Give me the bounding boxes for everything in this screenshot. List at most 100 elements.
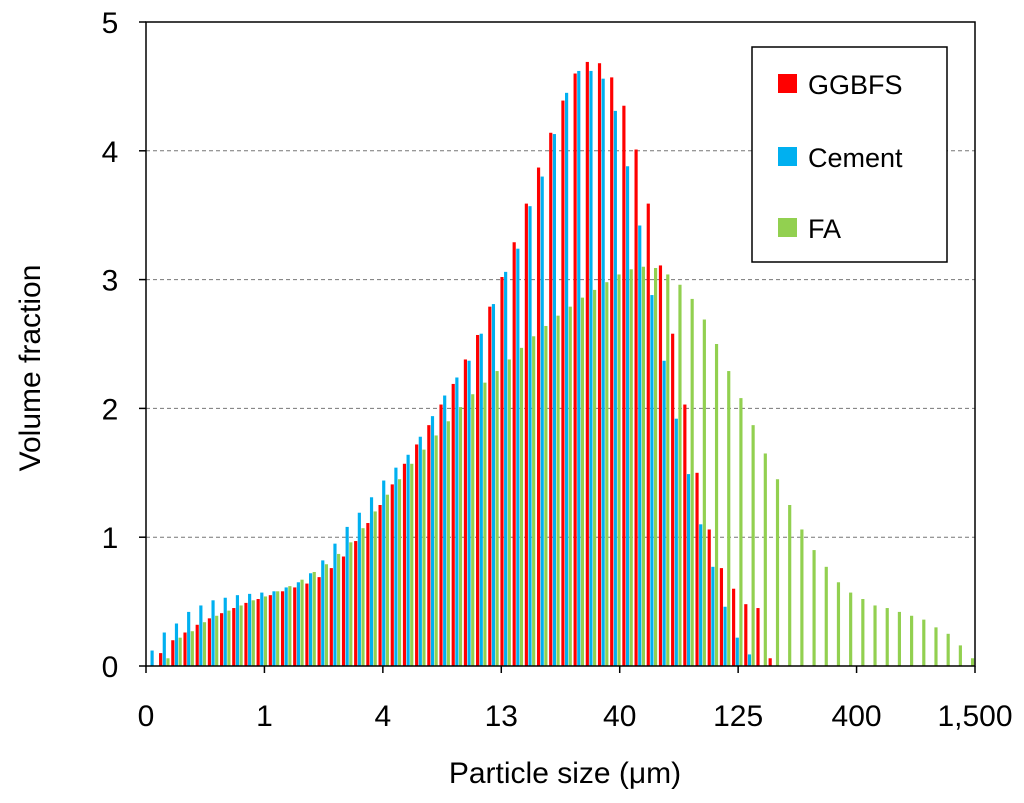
bar-ggbfs-1	[159, 653, 163, 666]
bar-fa-2	[178, 637, 182, 666]
bar-ggbfs-36	[585, 61, 589, 667]
bar-cement-6	[223, 597, 227, 666]
bar-cement-0	[150, 650, 154, 666]
y-tick-label: 0	[102, 651, 119, 684]
bar-ggbfs-41	[646, 203, 650, 667]
bar-cement-8	[248, 593, 252, 666]
bar-fa-33	[556, 315, 560, 666]
bar-ggbfs-37	[597, 63, 602, 667]
bar-cement-9	[260, 592, 264, 666]
bar-ggbfs-16	[341, 556, 346, 666]
bar-cement-34	[565, 92, 569, 667]
bar-fa-22	[422, 449, 426, 666]
bar-cement-41	[650, 295, 654, 666]
bar-cement-26	[467, 360, 471, 666]
bar-cement-27	[479, 333, 483, 666]
bar-fa-15	[337, 553, 341, 666]
y-tick-label: 2	[102, 393, 119, 426]
legend-swatch-fa	[778, 218, 797, 237]
bar-cement-14	[321, 560, 325, 666]
legend-label-ggbfs: GGBFS	[808, 70, 903, 100]
bar-fa-55	[824, 566, 828, 666]
bar-fa-17	[361, 528, 365, 666]
bar-fa-49	[751, 425, 755, 666]
bar-ggbfs-44	[683, 404, 687, 666]
bar-fa-38	[617, 274, 621, 666]
bar-cement-36	[589, 70, 593, 666]
bar-cement-16	[345, 526, 349, 666]
bar-cement-19	[382, 480, 386, 666]
bar-fa-42	[666, 274, 670, 666]
bar-fa-58	[861, 599, 865, 666]
bar-ggbfs-29	[500, 277, 504, 666]
bar-ggbfs-35	[573, 73, 577, 666]
bar-fa-3	[190, 631, 194, 666]
x-tick-label: 125	[713, 700, 763, 733]
bar-fa-61	[897, 611, 901, 666]
bar-fa-19	[385, 494, 389, 666]
bar-ggbfs-17	[354, 541, 358, 666]
x-tick-label: 1	[256, 700, 273, 733]
bar-cement-38	[613, 110, 617, 667]
bar-ggbfs-22	[415, 444, 419, 666]
bar-cement-47	[723, 606, 727, 666]
bar-fa-1	[166, 658, 170, 666]
bar-fa-53	[800, 529, 804, 666]
bar-cement-33	[552, 134, 556, 666]
y-axis-label: Volume fraction	[14, 265, 47, 472]
bar-ggbfs-42	[658, 265, 663, 666]
bar-fa-34	[568, 306, 572, 666]
x-tick-label: 400	[832, 700, 882, 733]
y-tick-label: 1	[102, 522, 119, 555]
bar-fa-9	[263, 596, 268, 666]
bar-fa-23	[434, 435, 438, 666]
bar-cement-22	[418, 436, 422, 666]
bar-ggbfs-18	[366, 523, 370, 666]
bar-cement-49	[747, 654, 752, 666]
legend-swatch-cement	[778, 147, 797, 166]
bar-fa-50	[763, 453, 767, 666]
y-tick-label: 4	[102, 136, 119, 169]
bar-ggbfs-3	[183, 632, 187, 666]
bar-fa-56	[836, 582, 841, 666]
bar-fa-21	[410, 463, 414, 666]
bar-fa-16	[349, 542, 353, 666]
bar-cement-23	[430, 416, 435, 666]
bar-fa-8	[251, 600, 255, 666]
bar-ggbfs-19	[378, 505, 382, 666]
bar-fa-41	[654, 268, 658, 666]
bar-cement-32	[540, 176, 544, 666]
bar-ggbfs-39	[622, 105, 626, 667]
bar-fa-5	[215, 615, 219, 666]
bar-cement-1	[162, 632, 166, 666]
gridlines	[146, 150, 975, 538]
bar-cement-45	[699, 524, 703, 666]
bar-fa-45	[702, 319, 706, 666]
bar-ggbfs-2	[171, 640, 175, 666]
bar-fa-64	[934, 627, 938, 666]
bar-fa-7	[239, 605, 243, 666]
bar-fa-62	[910, 615, 914, 666]
bar-cement-44	[686, 474, 691, 666]
bar-fa-59	[873, 605, 877, 666]
x-tick-label: 0	[138, 700, 155, 733]
bar-cement-20	[394, 467, 398, 666]
bar-fa-26	[471, 394, 475, 666]
bar-fa-4	[202, 622, 207, 666]
bar-fa-24	[446, 421, 450, 666]
plot-area-frame	[145, 21, 976, 667]
bar-ggbfs-48	[732, 588, 736, 666]
bar-fa-28	[495, 371, 499, 666]
bar-cement-25	[455, 377, 459, 666]
bar-fa-65	[946, 633, 950, 666]
bar-ggbfs-11	[280, 591, 285, 666]
bar-fa-51	[775, 479, 780, 666]
bar-cement-10	[272, 591, 276, 666]
bar-fa-25	[458, 407, 463, 666]
bar-ggbfs-6	[220, 613, 224, 666]
bar-fa-30	[519, 347, 524, 666]
bar-cement-24	[443, 395, 447, 666]
bar-fa-54	[812, 550, 816, 666]
bar-fa-40	[641, 266, 645, 666]
bar-cement-5	[211, 600, 215, 666]
